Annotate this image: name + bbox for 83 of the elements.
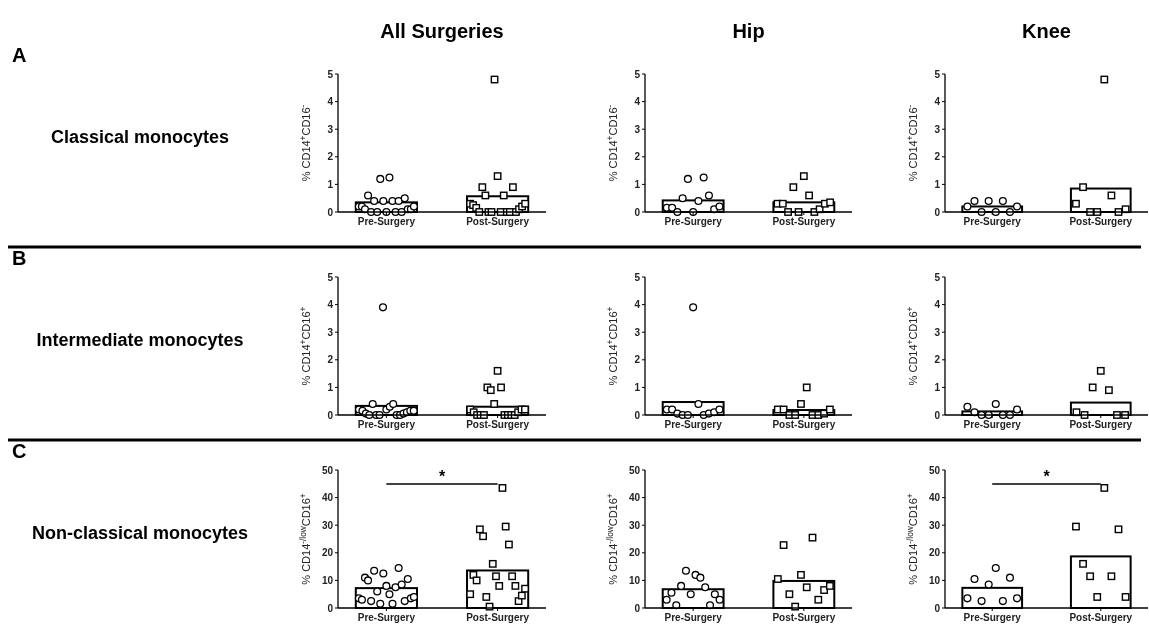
text: A — [12, 44, 27, 66]
y-tick-label: 0 — [634, 206, 641, 218]
y-tick-label: 1 — [634, 381, 641, 393]
y-tick-label: 1 — [327, 178, 334, 190]
x-tick-label: Post-Surgery — [466, 216, 530, 227]
y-tick-label: 50 — [628, 464, 641, 476]
y-tick-label: 1 — [934, 381, 941, 393]
y-tick-label: 4 — [634, 96, 641, 108]
y-tick-label: 2 — [634, 354, 641, 366]
text: Intermediate monocytes — [36, 330, 244, 350]
y-tick-label: 20 — [321, 547, 334, 559]
y-tick-label: 0 — [634, 602, 641, 614]
y-tick-label: 4 — [934, 299, 941, 311]
y-tick-label: 5 — [327, 68, 334, 80]
y-tick-label: 3 — [327, 123, 334, 135]
x-tick-label: Pre-Surgery — [664, 612, 723, 623]
x-tick-label: Post-Surgery — [466, 612, 530, 623]
y-tick-label: 2 — [327, 151, 334, 163]
annotation: * — [1043, 468, 1051, 485]
x-tick-label: Post-Surgery — [466, 419, 530, 430]
y-tick-label: 2 — [934, 151, 941, 163]
y-tick-label: 3 — [934, 326, 941, 338]
y-tick-label: 30 — [628, 519, 641, 531]
chart-title: Hip — [732, 20, 765, 42]
y-tick-label: 30 — [321, 519, 334, 531]
y-tick-label: 1 — [327, 381, 334, 393]
y-tick-label: 20 — [928, 547, 941, 559]
x-tick-label: Post-Surgery — [772, 612, 836, 623]
y-tick-label: 2 — [327, 354, 334, 366]
y-tick-label: 2 — [934, 354, 941, 366]
y-tick-label: 0 — [327, 409, 334, 421]
y-tick-label: 0 — [934, 409, 941, 421]
x-tick-label: Post-Surgery — [1069, 216, 1133, 227]
chart-title: Knee — [1022, 20, 1071, 42]
y-tick-label: 10 — [928, 574, 941, 586]
y-tick-label: 4 — [934, 96, 941, 108]
y-tick-label: 1 — [934, 178, 941, 190]
y-tick-label: 5 — [934, 271, 941, 283]
x-tick-label: Pre-Surgery — [357, 612, 416, 623]
y-tick-label: 5 — [634, 68, 641, 80]
y-tick-label: 0 — [634, 409, 641, 421]
y-tick-label: 4 — [327, 299, 334, 311]
y-tick-label: 10 — [321, 574, 334, 586]
y-tick-label: 30 — [928, 519, 941, 531]
x-tick-label: Pre-Surgery — [963, 419, 1022, 430]
text: Non-classical monocytes — [31, 523, 249, 543]
y-tick-label: 1 — [634, 178, 641, 190]
y-tick-label: 10 — [628, 574, 641, 586]
x-tick-label: Post-Surgery — [1069, 419, 1133, 430]
y-tick-label: 40 — [628, 492, 641, 504]
y-tick-label: 5 — [934, 68, 941, 80]
y-tick-label: 3 — [634, 326, 641, 338]
x-tick-label: Pre-Surgery — [963, 216, 1022, 227]
y-tick-label: 0 — [934, 602, 941, 614]
y-tick-label: 3 — [327, 326, 334, 338]
x-tick-label: Pre-Surgery — [357, 419, 416, 430]
y-tick-label: 3 — [634, 123, 641, 135]
x-tick-label: Post-Surgery — [1069, 612, 1133, 623]
text: C — [12, 440, 27, 462]
x-tick-label: Pre-Surgery — [664, 419, 723, 430]
x-tick-label: Post-Surgery — [772, 216, 836, 227]
y-tick-label: 5 — [327, 271, 334, 283]
y-tick-label: 40 — [321, 492, 334, 504]
y-tick-label: 0 — [327, 602, 334, 614]
x-tick-label: Post-Surgery — [772, 419, 836, 430]
y-tick-label: 4 — [327, 96, 334, 108]
y-tick-label: 40 — [928, 492, 941, 504]
y-tick-label: 50 — [928, 464, 941, 476]
y-tick-label: 50 — [321, 464, 334, 476]
y-tick-label: 2 — [634, 151, 641, 163]
annotation: * — [438, 468, 446, 485]
y-tick-label: 5 — [634, 271, 641, 283]
y-tick-label: 20 — [628, 547, 641, 559]
x-tick-label: Pre-Surgery — [963, 612, 1022, 623]
y-tick-label: 4 — [634, 299, 641, 311]
y-tick-label: 3 — [934, 123, 941, 135]
chart-title: All Surgeries — [380, 20, 504, 42]
text: B — [12, 247, 27, 269]
y-tick-label: 0 — [934, 206, 941, 218]
x-tick-label: Pre-Surgery — [357, 216, 416, 227]
text: Classical monocytes — [50, 127, 230, 147]
x-tick-label: Pre-Surgery — [664, 216, 723, 227]
y-tick-label: 0 — [327, 206, 334, 218]
